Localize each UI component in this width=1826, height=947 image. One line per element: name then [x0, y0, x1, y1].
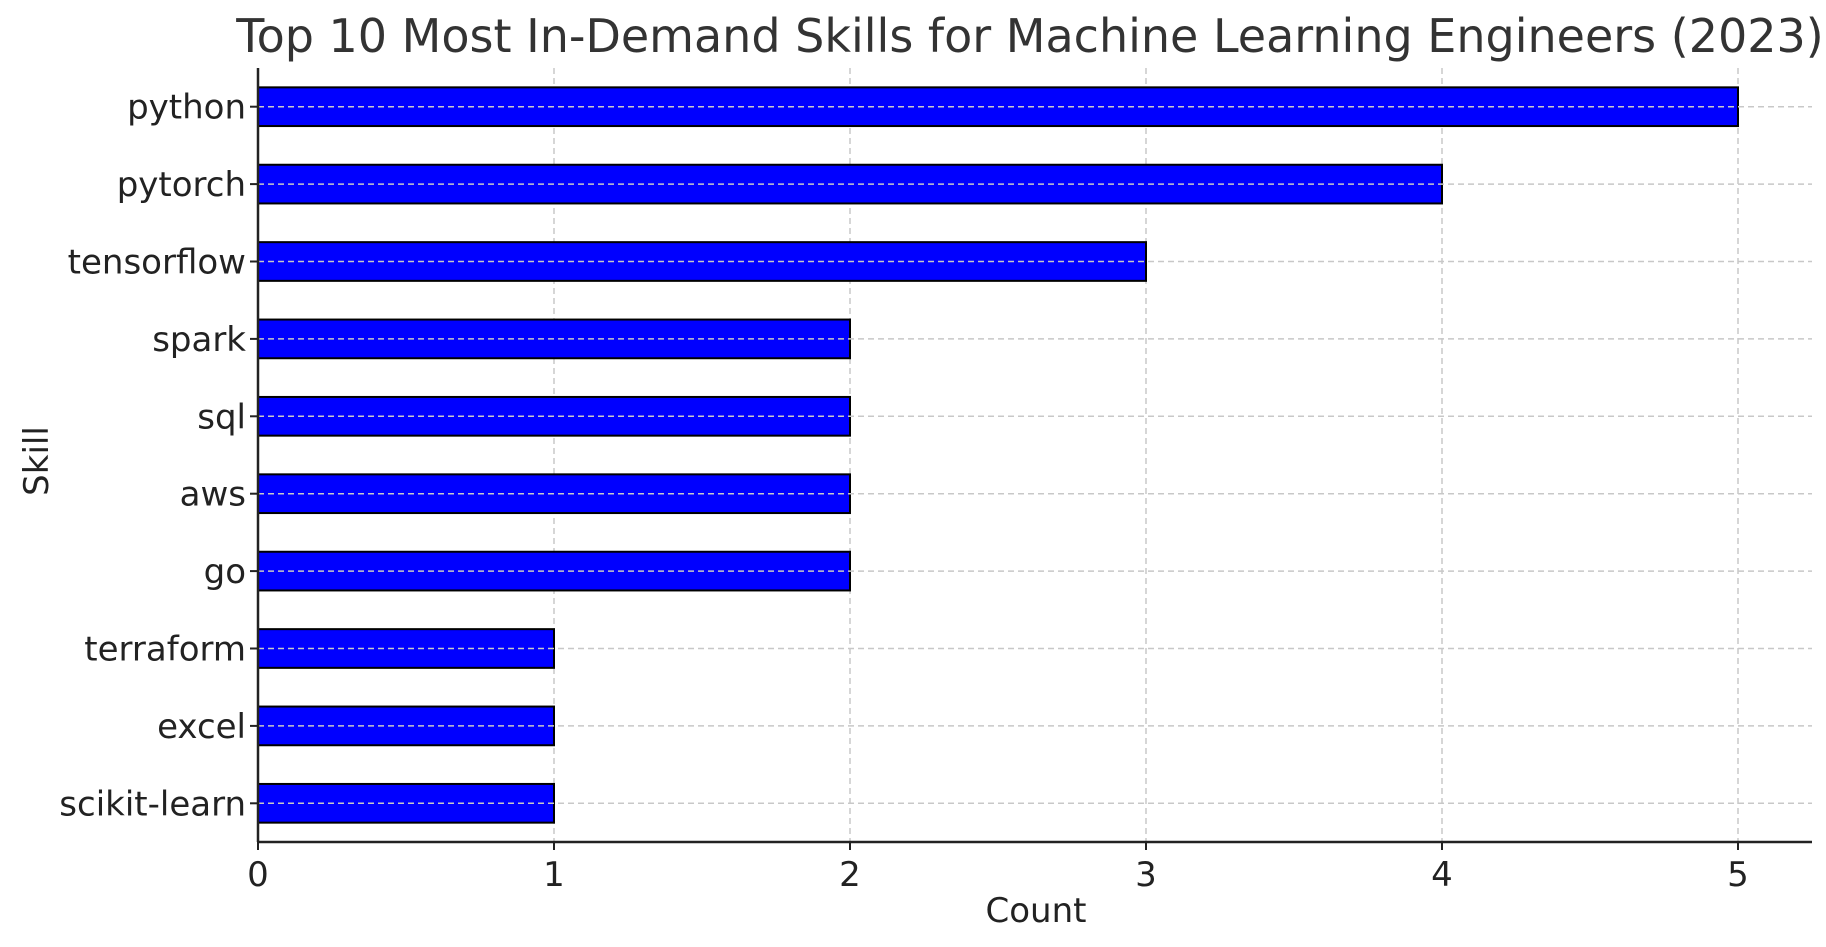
y-tick-label-tensorflow: tensorflow: [68, 243, 246, 283]
y-tick-label-scikit-learn: scikit-learn: [59, 784, 246, 824]
bar-terraform: [257, 628, 555, 669]
y-tick-labels: python pytorch tensorflow spark sql aws go terr…: [59, 88, 258, 824]
y-tick-label-spark: spark: [152, 320, 246, 360]
y-tick-label-terraform: terraform: [84, 630, 246, 670]
y-tick-label-aws: aws: [180, 475, 246, 515]
bar-excel: [257, 705, 555, 747]
bars: [257, 86, 1812, 824]
x-tick-label: 5: [1727, 855, 1749, 895]
bar-scikit-learn: [257, 782, 555, 824]
y-tick-label-python: python: [127, 88, 246, 128]
axes: [256, 68, 1812, 844]
x-tick-label: 0: [247, 855, 269, 895]
x-tick-label: 4: [1431, 855, 1453, 895]
y-tick-label-excel: excel: [157, 707, 246, 747]
y-tick-label-go: go: [204, 552, 246, 592]
y-tick-label-pytorch: pytorch: [117, 165, 246, 205]
x-tick-label: 2: [839, 855, 861, 895]
x-tick-label: 1: [543, 855, 565, 895]
chart-title: Top 10 Most In-Demand Skills for Machine…: [235, 9, 1823, 63]
x-axis-label: Count: [986, 891, 1087, 931]
x-tick-labels: 0 1 2 3 4 5: [247, 842, 1749, 895]
y-tick-label-sql: sql: [197, 397, 246, 437]
x-tick-label: 3: [1135, 855, 1157, 895]
y-axis-label: Skill: [17, 426, 57, 496]
